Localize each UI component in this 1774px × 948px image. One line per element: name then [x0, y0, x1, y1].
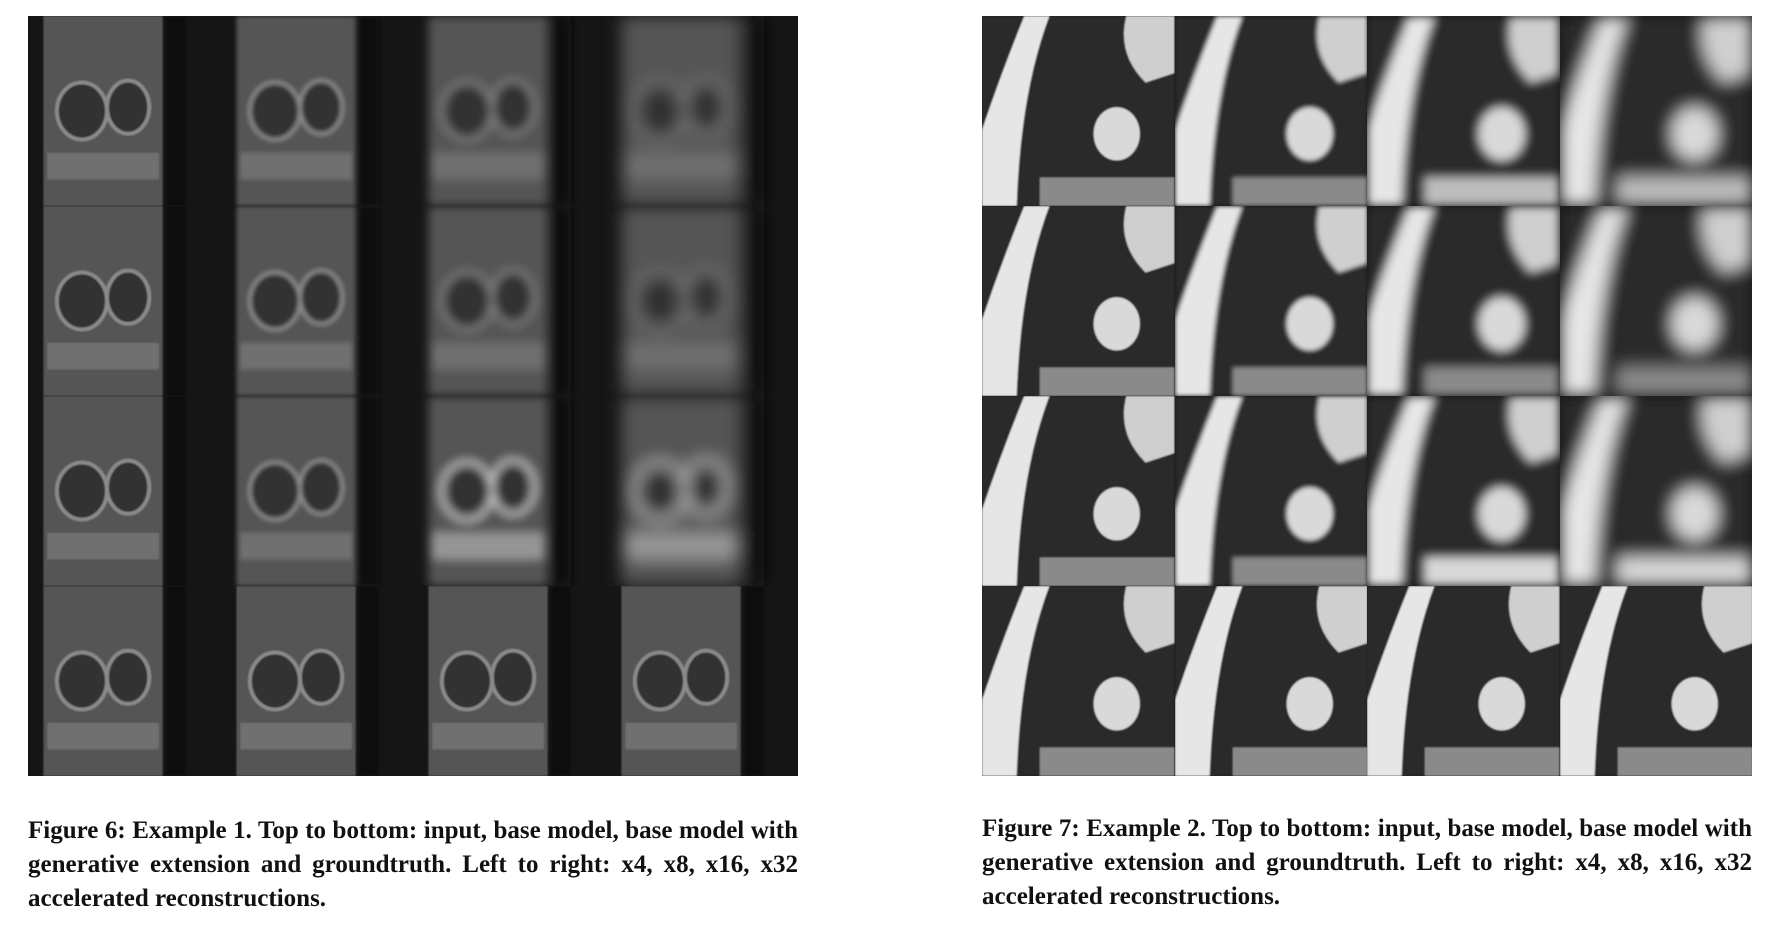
mri-tile [1174, 206, 1367, 396]
mri-tile [1367, 396, 1560, 586]
mri-tile [982, 586, 1175, 776]
mri-tile [1174, 396, 1367, 586]
mri-tile [1559, 396, 1752, 586]
mri-tile [982, 396, 1175, 586]
mri-tile [413, 206, 606, 396]
mri-tile [605, 396, 798, 586]
mri-tile [220, 16, 413, 206]
mri-tile [28, 396, 221, 586]
figure-6: Figure 6: Example 1. Top to bottom: inpu… [28, 16, 798, 916]
mri-tile [28, 206, 221, 396]
mri-tile [1559, 206, 1752, 396]
mri-tile [220, 586, 413, 776]
figure-caption: Figure 6: Example 1. Top to bottom: inpu… [28, 817, 798, 912]
mri-tile [982, 206, 1175, 396]
mri-tile [1367, 206, 1560, 396]
mri-tile [982, 16, 1175, 206]
mri-tile [1174, 586, 1367, 776]
mri-tile [605, 16, 798, 206]
mri-tile [220, 206, 413, 396]
mri-tile [220, 396, 413, 586]
mri-tile [413, 396, 606, 586]
figure-7: Figure 7: Example 2. Top to bottom: inpu… [982, 16, 1752, 914]
mri-image-grid-fig6 [28, 16, 798, 776]
mri-image-grid-fig7 [982, 16, 1752, 776]
mri-tile [413, 16, 606, 206]
mri-tile [1174, 16, 1367, 206]
mri-tile [28, 586, 221, 776]
mri-tile [413, 586, 606, 776]
mri-tile [605, 206, 798, 396]
mri-tile [28, 16, 221, 206]
figure-caption: Figure 7: Example 2. Top to bottom: inpu… [982, 815, 1752, 910]
mri-tile [1559, 16, 1752, 206]
mri-tile [605, 586, 798, 776]
mri-tile [1367, 586, 1560, 776]
mri-tile [1559, 586, 1752, 776]
mri-tile [1367, 16, 1560, 206]
